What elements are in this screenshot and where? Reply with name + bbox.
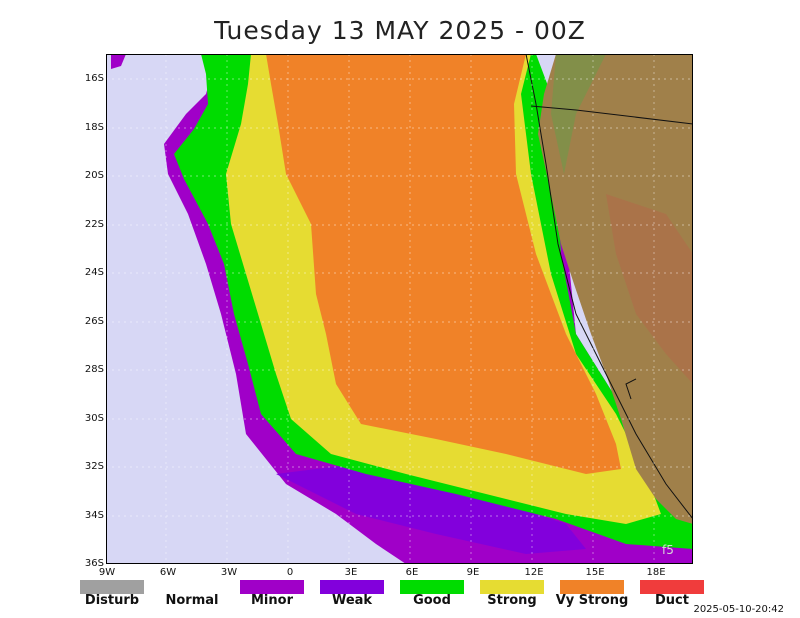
legend-label-very-strong: Vy Strong: [555, 593, 629, 608]
legend-label-minor: Minor: [251, 593, 293, 608]
watermark: f5: [662, 543, 674, 557]
land-lowlands: [551, 54, 606, 174]
lat-label: 34S: [84, 510, 104, 521]
lon-label: 6E: [405, 567, 419, 578]
propagation-map: [106, 54, 693, 564]
lon-label: 9W: [98, 567, 116, 578]
graticule: [106, 54, 693, 564]
lon-label: 3W: [220, 567, 238, 578]
lat-label: 36S: [84, 558, 104, 569]
legend-swatch-duct: [640, 580, 704, 594]
map-frame: [106, 54, 693, 564]
legend-swatch-disturb: [80, 580, 144, 594]
lat-label: 32S: [84, 461, 104, 472]
weak-zone: [276, 464, 586, 554]
minor-patch: [111, 54, 126, 69]
lat-label: 22S: [84, 219, 104, 230]
coastline: [525, 54, 693, 520]
border-line: [625, 378, 637, 400]
legend-swatch-very-strong: [560, 580, 624, 594]
lat-label: 24S: [84, 267, 104, 278]
lon-label: 0: [286, 567, 294, 578]
border-line: [530, 105, 693, 125]
lon-label: 9E: [466, 567, 480, 578]
lat-label: 28S: [84, 364, 104, 375]
legend-swatch-good: [400, 580, 464, 594]
legend-label-good: Good: [413, 593, 451, 608]
lon-label: 15E: [585, 567, 605, 578]
legend-label-weak: Weak: [331, 593, 373, 608]
land-highlands: [606, 194, 693, 384]
legend-label-strong: Strong: [487, 593, 537, 608]
legend-swatch-strong: [480, 580, 544, 594]
legend-label-duct: Duct: [655, 593, 689, 608]
generated-timestamp: 2025-05-10-20:42: [693, 604, 784, 615]
map-title: Tuesday 13 MAY 2025 - 00Z: [214, 16, 586, 45]
lon-label: 3E: [344, 567, 358, 578]
lat-label: 20S: [84, 170, 104, 181]
legend-label-normal: Normal: [165, 593, 219, 608]
lon-label: 6W: [159, 567, 177, 578]
lat-label: 16S: [84, 73, 104, 84]
lat-label: 26S: [84, 316, 104, 327]
legend-swatch-normal: [160, 580, 224, 594]
very-strong-zone: [266, 54, 621, 474]
legend-swatch-weak: [320, 580, 384, 594]
legend-swatch-minor: [240, 580, 304, 594]
lon-label: 12E: [524, 567, 544, 578]
lat-label: 18S: [84, 122, 104, 133]
lon-label: 18E: [646, 567, 666, 578]
legend-label-disturb: Disturb: [84, 593, 140, 608]
lat-label: 30S: [84, 413, 104, 424]
africa-land: [538, 54, 693, 524]
